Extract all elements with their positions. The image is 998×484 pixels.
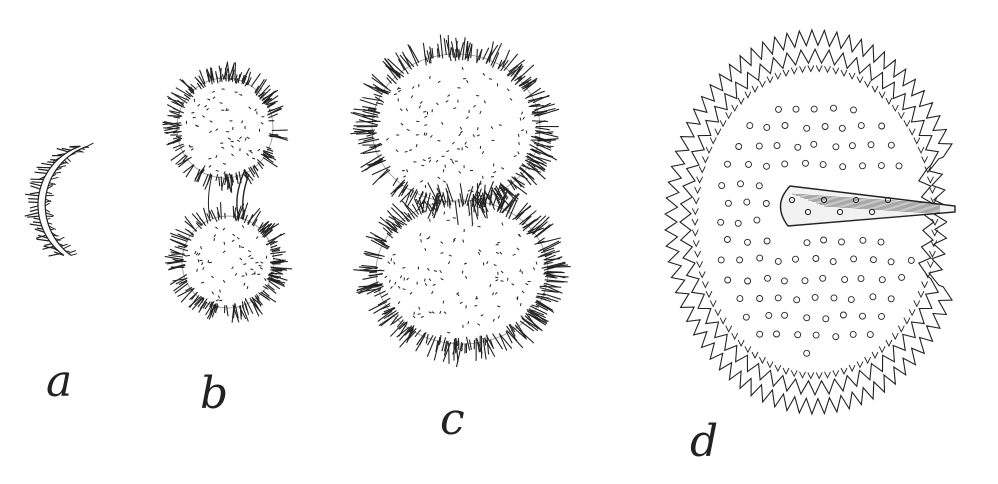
label-b: b xyxy=(200,368,229,419)
specimen-b-dumbbell-cell xyxy=(162,61,293,323)
specimen-a-curved-fragment xyxy=(24,142,94,257)
specimen-c-double-cell xyxy=(350,34,571,368)
specimen-d-spiny-cell xyxy=(664,28,956,416)
label-c: c xyxy=(440,394,465,445)
label-d: d xyxy=(690,416,719,467)
label-a: a xyxy=(46,356,73,407)
